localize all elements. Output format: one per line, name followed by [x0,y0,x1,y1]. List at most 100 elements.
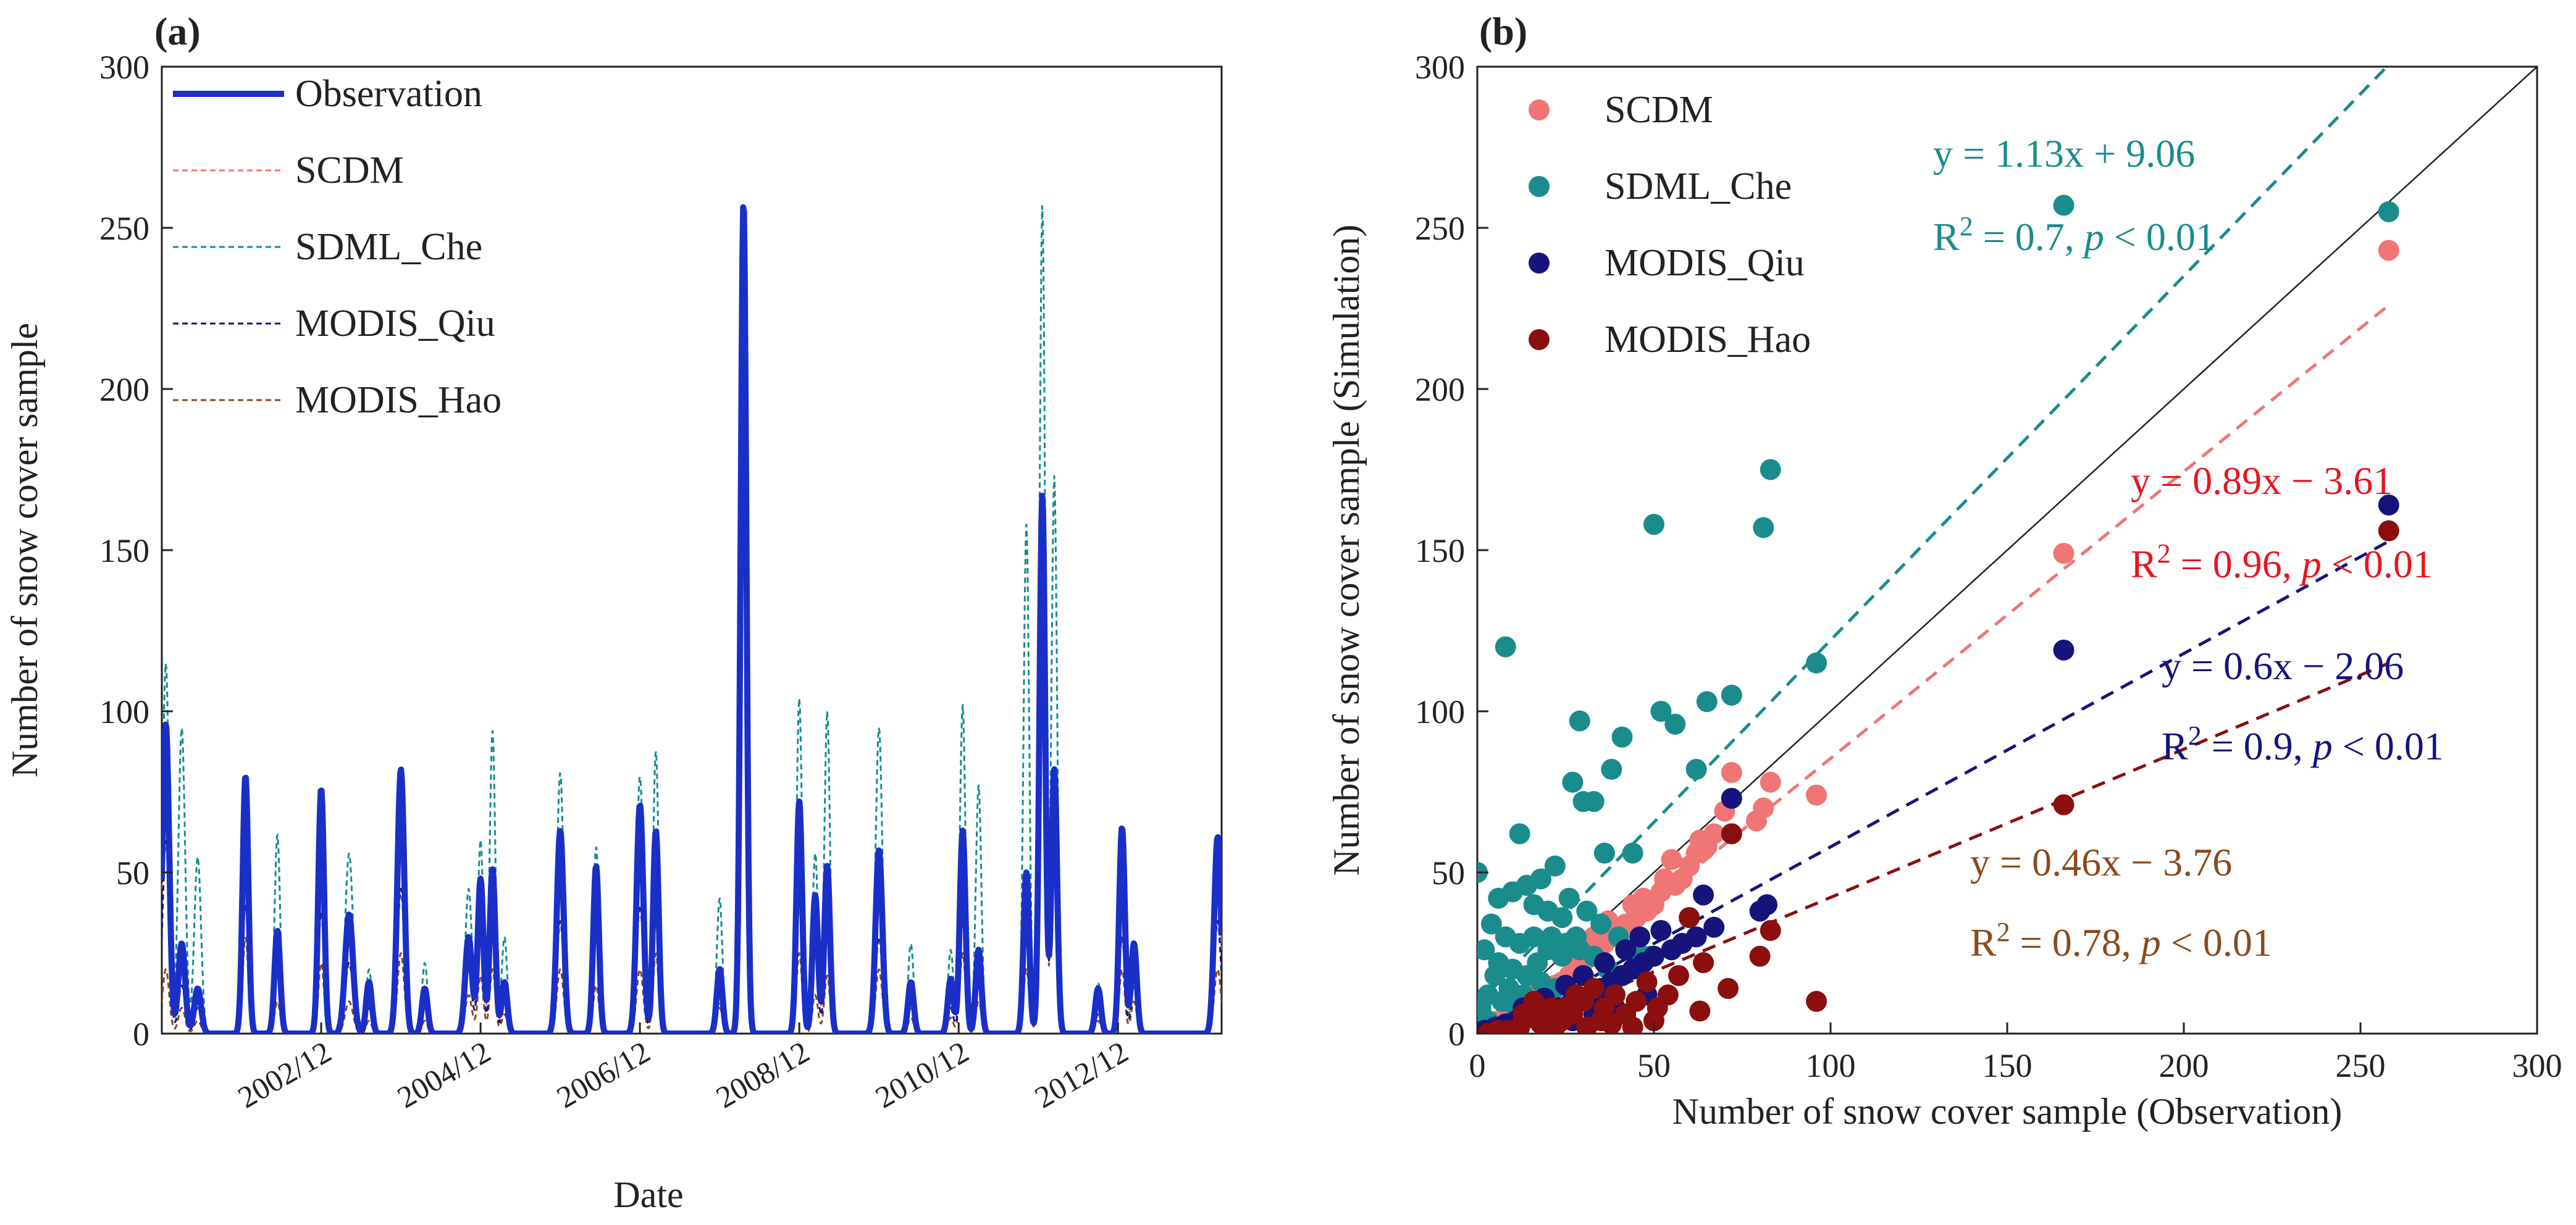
panel-b-scatter: (b) 0 50 100 150 200 250 300 0 50 100 150 200 250 30… [1326,9,2562,1132]
panel-b-legend-label: MODIS_Hao [1605,319,1811,361]
panel-b-point-modis-hao [1477,1023,1499,1034]
panel-b-legend-swatch [1529,176,1550,197]
panel-a-legend-label: SCDM [295,149,404,191]
panel-a-legend-label: Observation [295,73,482,115]
panel-a-label: (a) [154,9,201,53]
panel-b-point-sdml-che [1753,517,1774,538]
panel-b-legend-swatch [1529,99,1550,120]
panel-b-point-sdml-che [1509,823,1530,845]
panel-a-y-tick-label: 150 [99,532,149,569]
panel-b-p-symbol: p [2139,921,2161,964]
panel-b-legend-label: SDML_Che [1605,165,1792,207]
panel-b-point-scdm [1806,784,1827,806]
panel-b-point-sdml-che [1527,952,1548,974]
panel-a-y-tick-label: 0 [133,1016,149,1053]
panel-b-r2-symbol: R [1933,215,1960,259]
panel-b-point-sdml-che [1806,652,1827,674]
panel-a-x-axis-label: Date [613,1174,683,1215]
panel-b-x-tick-label: 0 [1469,1047,1486,1084]
panel-b-point-sdml-che [1495,636,1516,658]
panel-b-legend-label: MODIS_Qiu [1605,242,1805,284]
panel-b-y-tick-label: 200 [1415,371,1465,408]
panel-b-point-modis-qiu [1749,900,1771,922]
panel-a-x-tick-label: 2004/12 [392,1034,497,1114]
panel-b-y-tick-label: 0 [1448,1016,1465,1053]
panel-b-point-sdml-che [1590,913,1612,935]
panel-b-point-sdml-che [1477,939,1495,961]
panel-a-series-lines [162,204,1222,1034]
panel-b-y-tick-label: 50 [1432,855,1465,892]
panel-b-p-symbol: p [2310,724,2333,768]
panel-b-point-modis-hao [1622,1016,1643,1034]
panel-b-point-sdml-che [1544,855,1566,877]
panel-b-p-value: < 0.01 [2333,724,2444,768]
panel-b-point-sdml-che [1484,965,1506,987]
panel-b-y-axis-ticks: 0 50 100 150 200 250 300 [1415,49,1488,1053]
panel-b-fit-line-scdm [1489,304,2390,1034]
panel-a-x-axis-ticks: 2002/12 2004/12 2006/12 2008/12 2010/12 2012/… [232,1022,1134,1114]
panel-b-r2-symbol: R [2131,542,2157,586]
panel-a-x-tick-label: 2006/12 [551,1034,656,1114]
panel-b-point-sdml-che [1643,514,1664,535]
panel-b-r2-superscript: 2 [1960,211,1973,241]
panel-b-legend: SCDM SDML_Che MODIS_Qiu MODIS_Hao [1529,89,1811,361]
panel-b-point-modis-hao [1806,990,1827,1012]
panel-b-point-sdml-che [1488,887,1509,909]
panel-a-x-tick-label: 2010/12 [870,1034,975,1114]
panel-b-r2-value: = 0.78, [2010,921,2141,964]
panel-b-r2-superscript: 2 [2188,721,2202,751]
panel-b-point-sdml-che [1558,887,1580,909]
panel-b-point-sdml-che [1721,684,1742,706]
panel-b-point-scdm [1654,868,1676,890]
panel-b-point-modis-hao [1721,823,1742,845]
panel-b-point-modis-hao [1512,1003,1534,1025]
panel-b-equation-modis-hao: y = 0.46x − 3.76 [1970,840,2232,884]
panel-b-point-modis-qiu [1629,926,1651,948]
panel-b-x-tick-label: 50 [1637,1047,1671,1084]
panel-b-point-modis-qiu [1693,884,1714,906]
panel-b-point-scdm [2378,240,2399,261]
panel-b-point-modis-hao [1555,997,1576,1019]
panel-b-point-sdml-che [1562,771,1584,793]
panel-b-point-sdml-che [1523,926,1545,948]
panel-b-r2-value: = 0.7, [1973,215,2084,259]
panel-b-point-modis-qiu [1661,939,1682,961]
panel-b-point-scdm [1632,887,1654,909]
panel-b-point-sdml-che [1480,913,1502,935]
panel-b-y-tick-label: 300 [1415,49,1465,86]
panel-b-point-sdml-che [1685,758,1707,780]
panel-b-point-modis-hao [1693,952,1714,974]
panel-b-x-axis-ticks: 0 50 100 150 200 250 300 [1469,1022,2562,1084]
panel-b-point-modis-hao [1760,919,1781,941]
panel-b-point-modis-qiu [2053,639,2075,661]
panel-b-r2-symbol: R [2162,724,2188,768]
panel-b-point-sdml-che [1601,758,1622,780]
panel-a-y-tick-label: 100 [99,693,149,730]
panel-b-plot-area [1477,67,2537,1034]
panel-b-point-scdm [2053,543,2075,564]
panel-b-point-sdml-che [2053,194,2075,216]
panel-a-x-tick-label: 2002/12 [232,1034,337,1114]
panel-b-r2-modis-qiu: R2 = 0.9, p < 0.01 [2162,721,2444,769]
panel-b-point-sdml-che [1664,713,1686,735]
panel-b-r2-superscript: 2 [1997,917,2010,947]
panel-b-x-tick-label: 200 [2159,1047,2209,1084]
panel-b-point-modis-qiu [1650,919,1672,941]
panel-b-point-modis-qiu [1615,939,1637,961]
panel-b-point-modis-hao [1576,1016,1598,1034]
panel-b-point-sdml-che [1551,907,1573,929]
panel-b-point-sdml-che [1569,710,1590,732]
panel-b-point-modis-hao [1668,965,1690,987]
panel-b-y-tick-label: 250 [1415,210,1465,247]
panel-b-y-axis-label: Number of snow cover sample (Simulation) [1326,225,1367,876]
panel-b-point-modis-hao [1601,1013,1622,1034]
panel-b-r2-sdml-che: R2 = 0.7, p < 0.01 [1933,211,2215,259]
panel-b-point-scdm [1689,829,1711,851]
panel-b-point-modis-hao [1749,945,1771,967]
panel-b-p-value: < 0.01 [2322,542,2433,586]
panel-b-r2-modis-hao: R2 = 0.78, p < 0.01 [1970,917,2272,965]
panel-b-legend-swatch [1529,253,1550,274]
panel-b-point-scdm [1721,762,1742,784]
